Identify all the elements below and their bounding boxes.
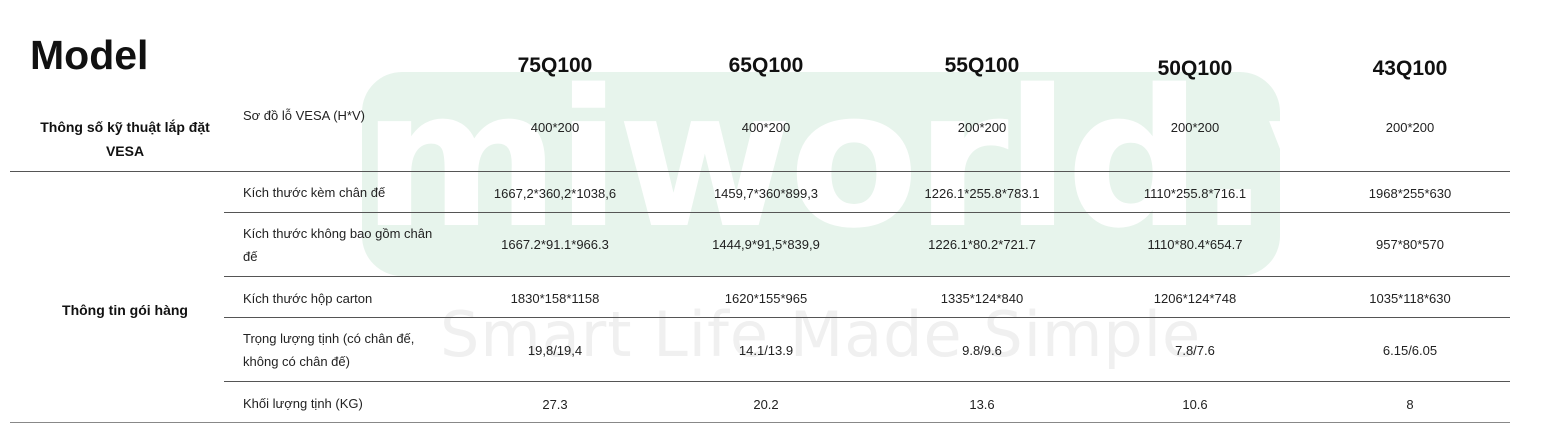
cell-value: 1035*118*630 (1369, 291, 1451, 306)
divider (224, 212, 1510, 213)
cell-value: 9.8/9.6 (962, 343, 1002, 358)
cell-value: 200*200 (1170, 120, 1220, 135)
cell-value: 1459,7*360*899,3 (713, 186, 819, 201)
model-header: 75Q100 (517, 54, 593, 77)
model-header: 55Q100 (944, 54, 1020, 77)
cell-value: 1830*158*1158 (510, 291, 600, 306)
cell-value: 400*200 (530, 120, 580, 135)
row-label: Trọng lượng tịnh (có chân đế, không có c… (243, 331, 415, 369)
cell-value: 1226.1*80.2*721.7 (928, 237, 1036, 252)
watermark-background (362, 72, 1280, 276)
model-header: 50Q100 (1157, 57, 1233, 80)
row-label: Kích thước không bao gồm chân đế (243, 226, 433, 264)
model-header: 43Q100 (1372, 57, 1448, 80)
cell-value: 14.1/13.9 (738, 343, 794, 358)
row-label: Kích thước hộp carton (243, 291, 373, 306)
cell-value: 1206*124*748 (1153, 291, 1237, 306)
cell-value: 20.2 (753, 397, 779, 412)
cell-value: 200*200 (1385, 120, 1435, 135)
divider (224, 317, 1510, 318)
cell-value: 1444,9*91,5*839,9 (712, 237, 820, 252)
group-vesa: Thông số kỹ thuật lắp đặt VESA (40, 119, 210, 159)
cell-value: 1110*255.8*716.1 (1143, 186, 1247, 201)
divider (224, 276, 1510, 277)
row-label: Khối lượng tịnh (KG) (243, 396, 363, 411)
cell-value: 1620*155*965 (724, 291, 808, 306)
model-header: 65Q100 (728, 54, 804, 77)
row-label: Kích thước kèm chân đế (243, 185, 386, 200)
cell-value: 1226.1*255.8*783.1 (924, 186, 1040, 201)
cell-value: 1335*124*840 (940, 291, 1024, 306)
cell-value: 13.6 (969, 397, 995, 412)
cell-value: 27.3 (542, 397, 568, 412)
cell-value: 1667,2*360,2*1038,6 (493, 186, 617, 201)
row-label: Sơ đồ lỗ VESA (H*V) (243, 108, 365, 123)
watermark-slogan: Smart Life Made Simple (440, 298, 1202, 371)
watermark-logo: miworld.vn (362, 49, 1521, 270)
cell-value: 1968*255*630 (1368, 186, 1452, 201)
group-package: Thông tin gói hàng (62, 302, 188, 318)
cell-value: 10.6 (1182, 397, 1208, 412)
cell-value: 1667.2*91.1*966.3 (501, 237, 609, 252)
cell-value: 1110*80.4*654.7 (1147, 237, 1243, 252)
cell-value: 7.8/7.6 (1175, 343, 1215, 358)
cell-value: 19,8/19,4 (527, 343, 583, 358)
cell-value: 400*200 (741, 120, 791, 135)
cell-value: 8 (1406, 397, 1414, 412)
cell-value: 957*80*570 (1376, 237, 1444, 252)
cell-value: 200*200 (957, 120, 1007, 135)
divider (224, 381, 1510, 382)
cell-value: 6.15/6.05 (1382, 343, 1438, 358)
divider (10, 422, 1510, 423)
divider (10, 171, 1510, 172)
page-title: Model (30, 32, 149, 78)
